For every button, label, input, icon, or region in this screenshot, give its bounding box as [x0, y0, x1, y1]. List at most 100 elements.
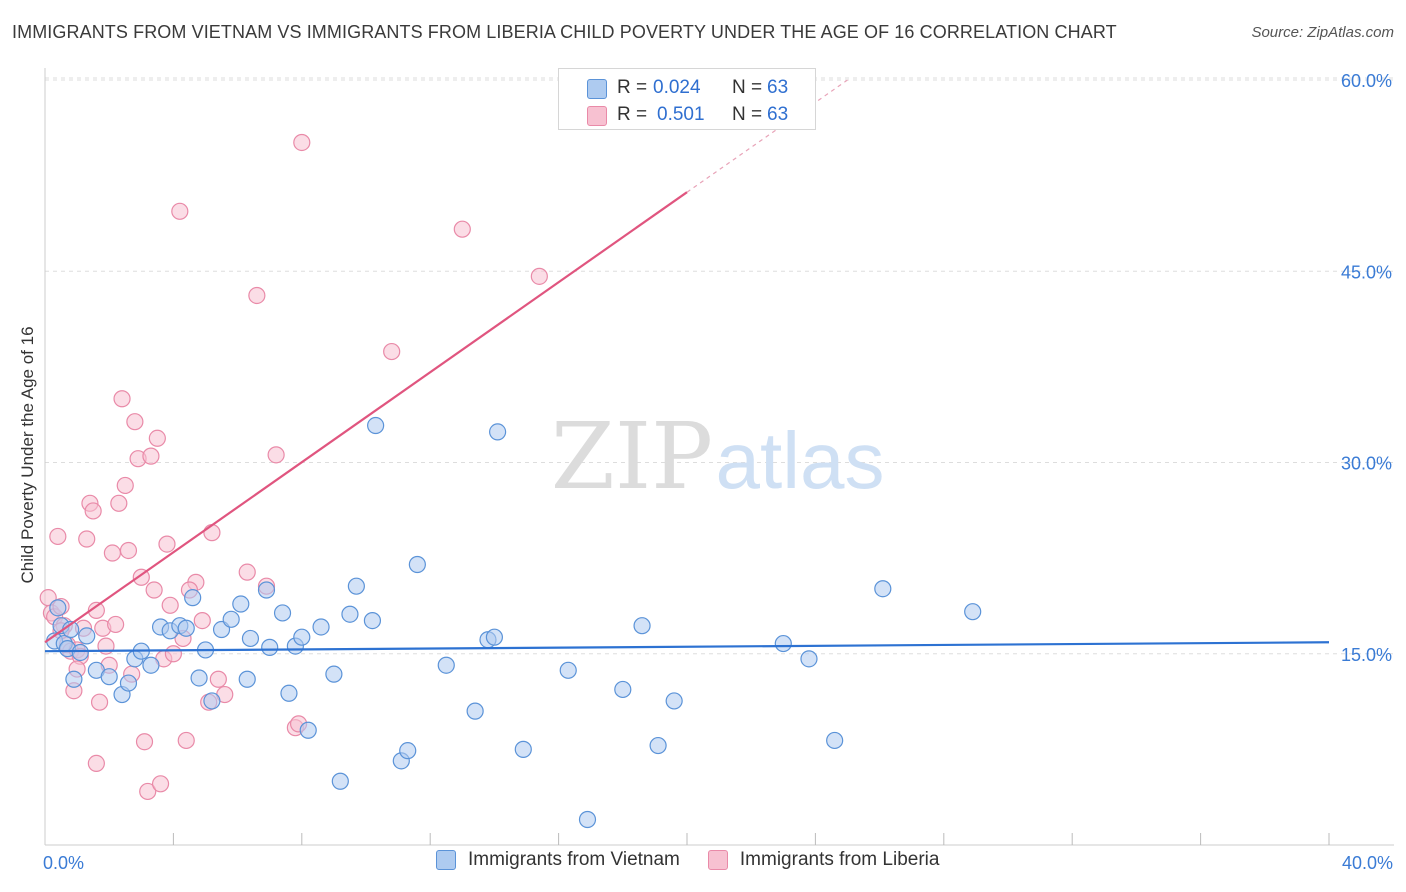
vietnam-point	[874, 580, 892, 598]
liberia-point	[87, 601, 105, 620]
vietnam-point	[649, 736, 667, 755]
liberia-point	[110, 494, 128, 512]
vietnam-point	[273, 604, 292, 622]
liberia-point	[238, 563, 256, 581]
vietnam-point	[578, 810, 597, 829]
liberia-point	[116, 476, 134, 495]
y-tick-label: 45.0%	[1341, 262, 1392, 282]
liberia-point	[161, 596, 179, 614]
liberia-point	[193, 611, 211, 630]
stats-swatch-vietnam	[587, 79, 607, 99]
stats-r-value: 0.501	[657, 104, 705, 125]
vietnam-point	[257, 581, 276, 599]
axes	[44, 68, 1394, 846]
vietnam-point	[142, 656, 160, 674]
legend-item-vietnam[interactable]: Immigrants from Vietnam	[436, 849, 680, 871]
vietnam-point	[312, 618, 330, 636]
vietnam-point	[100, 668, 118, 686]
vietnam-point	[177, 619, 195, 637]
legend-swatch-vietnam	[436, 850, 456, 870]
y-tick-label: 15.0%	[1341, 645, 1392, 665]
legend-label-vietnam: Immigrants from Vietnam	[468, 849, 680, 870]
vietnam-point	[119, 674, 138, 692]
vietnam-point	[331, 772, 349, 790]
watermark-atlas: atlas	[716, 416, 885, 505]
vietnam-point	[341, 605, 359, 623]
liberia-point	[142, 447, 160, 465]
vietnam-point	[665, 692, 683, 710]
liberia-point	[148, 429, 166, 447]
vietnam-point	[826, 731, 844, 750]
liberia-point	[171, 202, 189, 220]
vietnam-point	[800, 650, 818, 668]
vietnam-point	[633, 617, 651, 635]
watermark-zip: ZIP	[551, 403, 713, 510]
vietnam-point	[261, 638, 279, 656]
stats-box: R = 0.024 N = 63 R = 0.501 N = 63	[558, 68, 816, 130]
liberia-point	[293, 133, 311, 152]
vietnam-point	[71, 643, 89, 662]
vietnam-point	[367, 416, 385, 435]
vietnam-point	[514, 740, 532, 758]
liberia-trend-line	[44, 191, 688, 644]
y-axis-label: Child Poverty Under the Age of 16	[18, 326, 37, 583]
liberia-point	[158, 535, 176, 553]
vietnam-point	[238, 670, 256, 688]
vietnam-point	[408, 555, 426, 574]
liberia-point	[383, 342, 401, 361]
vietnam-point	[437, 656, 455, 674]
liberia-point	[135, 733, 154, 751]
liberia-point	[151, 775, 170, 793]
liberia-point	[145, 581, 163, 599]
stats-swatch-liberia	[587, 106, 607, 126]
vietnam-point	[190, 669, 208, 687]
liberia-point	[203, 524, 221, 542]
liberia-point	[113, 390, 131, 408]
liberia-point	[49, 527, 67, 546]
vietnam-points	[46, 416, 982, 829]
liberia-point	[164, 645, 182, 663]
vietnam-point	[964, 603, 982, 621]
vietnam-point	[325, 665, 343, 683]
vietnam-point	[363, 611, 382, 630]
vietnam-point	[614, 680, 632, 699]
liberia-point	[267, 446, 285, 464]
liberia-trend-extension	[686, 79, 848, 193]
vietnam-point	[280, 684, 298, 702]
stats-r-label: R =	[617, 77, 648, 98]
trend-lines	[44, 79, 1330, 653]
liberia-point	[139, 782, 157, 801]
vietnam-point	[347, 577, 365, 595]
stats-r-label: R =	[617, 104, 648, 125]
liberia-point	[248, 286, 266, 305]
source-label: Source: ZipAtlas.com	[1251, 24, 1394, 41]
vietnam-point	[399, 742, 417, 760]
liberia-point	[78, 530, 96, 548]
legend-item-liberia[interactable]: Immigrants from Liberia	[707, 849, 940, 871]
x-tick-label-min: 0.0%	[43, 853, 84, 873]
liberia-point	[107, 615, 125, 634]
vietnam-trend-line	[44, 641, 1330, 653]
liberia-point	[119, 541, 138, 560]
vietnam-point	[203, 692, 221, 710]
legend-label-liberia: Immigrants from Liberia	[739, 849, 940, 870]
vietnam-point	[489, 423, 507, 441]
vietnam-point	[65, 670, 83, 688]
x-tick-label-max: 40.0%	[1342, 853, 1393, 873]
liberia-point	[90, 693, 109, 711]
liberia-point	[530, 267, 548, 285]
vietnam-point	[774, 634, 792, 653]
stats-n-label: N =	[732, 104, 763, 125]
watermark: ZIP atlas	[551, 403, 885, 510]
legend: Immigrants from Vietnam Immigrants from …	[436, 849, 939, 871]
liberia-point	[126, 413, 144, 431]
stats-n-value: 63	[767, 77, 789, 98]
vietnam-point	[466, 702, 484, 720]
vietnam-point	[485, 628, 503, 646]
liberia-point	[103, 544, 122, 562]
stats-r-value: 0.024	[653, 77, 701, 98]
y-tick-label: 30.0%	[1341, 454, 1392, 474]
stats-n-value: 63	[767, 104, 789, 125]
vietnam-point	[222, 610, 240, 628]
